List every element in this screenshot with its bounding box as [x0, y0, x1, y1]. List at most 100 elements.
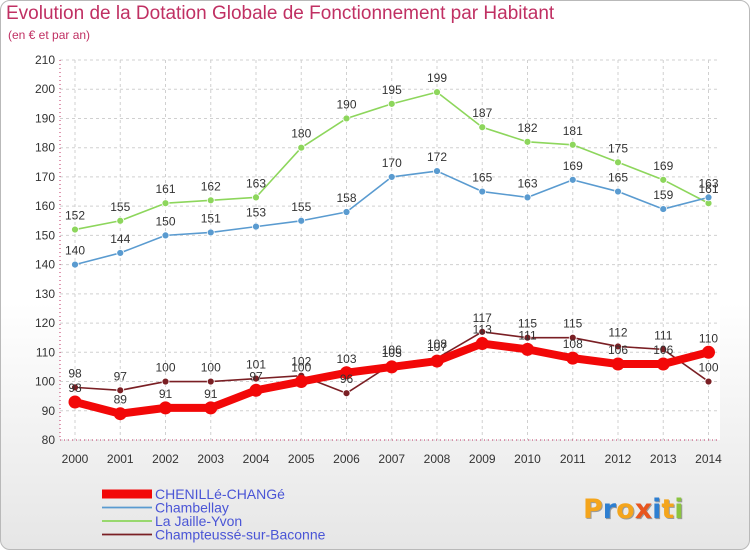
x-tick-label: 2001 — [107, 452, 134, 466]
data-label: 169 — [653, 159, 673, 173]
data-point — [71, 260, 79, 269]
x-tick-label: 2010 — [514, 452, 541, 466]
data-point — [206, 377, 215, 386]
data-point — [294, 375, 308, 389]
data-label: 152 — [65, 209, 85, 223]
data-point — [659, 175, 668, 184]
data-label: 175 — [608, 141, 628, 155]
data-label: 107 — [427, 340, 447, 354]
data-label: 100 — [201, 361, 221, 375]
data-point — [387, 173, 396, 181]
logo-letter: x — [634, 494, 653, 525]
x-tick-label: 2014 — [695, 452, 722, 466]
data-label: 151 — [201, 211, 221, 225]
data-point — [568, 175, 577, 184]
data-point — [71, 383, 79, 392]
data-point — [568, 140, 577, 149]
chart-subtitle: (en € et par an) — [8, 28, 91, 42]
data-point — [523, 137, 532, 146]
y-tick-label: 90 — [42, 404, 56, 418]
data-label: 182 — [517, 121, 537, 135]
data-point — [614, 158, 622, 167]
data-point — [433, 167, 441, 175]
series-la-jaille-yvon — [71, 88, 713, 234]
x-tick-label: 2012 — [605, 452, 632, 466]
data-point — [252, 374, 260, 383]
data-label: 163 — [698, 176, 718, 190]
data-point — [206, 196, 215, 205]
data-point — [475, 337, 489, 351]
data-label: 112 — [608, 325, 627, 339]
y-tick-label: 140 — [35, 258, 55, 272]
data-point — [204, 401, 218, 415]
logo-letter: r — [602, 494, 617, 525]
y-tick-label: 120 — [35, 316, 55, 330]
data-point — [568, 333, 577, 342]
y-tick-label: 80 — [42, 433, 56, 447]
data-point — [297, 143, 306, 152]
data-label: 169 — [563, 159, 583, 173]
data-label: 180 — [291, 127, 311, 141]
data-label: 93 — [68, 381, 82, 395]
data-point — [116, 386, 125, 395]
data-point — [430, 354, 444, 368]
data-point — [702, 345, 715, 359]
data-point — [566, 351, 580, 365]
logo-letter: P — [583, 494, 603, 525]
data-point — [387, 99, 396, 108]
data-label: 190 — [336, 97, 356, 111]
data-point — [523, 193, 532, 202]
data-label: 162 — [201, 179, 221, 193]
data-label: 96 — [340, 372, 354, 386]
data-label: 111 — [518, 328, 537, 342]
data-point — [340, 366, 353, 380]
data-label: 115 — [563, 317, 582, 331]
logo-letter: o — [616, 494, 635, 525]
data-label: 115 — [518, 317, 537, 331]
data-label: 165 — [472, 171, 492, 185]
logo-letter: i — [674, 494, 684, 525]
data-point — [68, 395, 82, 409]
data-label: 97 — [114, 369, 128, 383]
data-point — [433, 88, 441, 97]
data-point — [161, 377, 170, 386]
data-label: 199 — [427, 71, 447, 85]
y-tick-label: 150 — [35, 228, 55, 242]
x-tick-label: 2013 — [650, 452, 677, 466]
data-label: 117 — [473, 311, 492, 325]
data-point — [342, 389, 351, 398]
data-label: 150 — [155, 214, 175, 228]
data-label: 106 — [382, 343, 402, 357]
data-point — [249, 383, 263, 397]
data-label: 106 — [608, 343, 628, 357]
data-label: 106 — [653, 343, 673, 357]
data-label: 155 — [110, 200, 130, 214]
data-label: 161 — [155, 182, 175, 196]
y-tick-label: 130 — [35, 287, 55, 301]
data-label: 159 — [653, 188, 673, 202]
data-point — [71, 225, 79, 234]
data-point — [659, 205, 668, 213]
data-label: 103 — [336, 352, 356, 366]
data-label: 100 — [698, 361, 718, 375]
data-point — [206, 228, 215, 237]
data-label: 102 — [291, 355, 311, 369]
series-chenille-change — [68, 337, 715, 421]
x-tick-label: 2003 — [197, 452, 224, 466]
x-tick-label: 2009 — [469, 452, 496, 466]
data-label: 105 — [382, 346, 402, 360]
data-label: 155 — [291, 200, 311, 214]
data-label: 111 — [654, 328, 673, 342]
data-point — [161, 199, 170, 208]
y-tick-label: 100 — [35, 375, 55, 389]
plot-area — [60, 60, 720, 440]
data-point — [113, 407, 127, 421]
data-point — [116, 249, 125, 257]
data-point — [385, 360, 399, 374]
data-label: 89 — [114, 393, 128, 407]
data-point — [611, 357, 625, 371]
data-point — [252, 222, 260, 231]
data-label: 181 — [563, 124, 583, 138]
data-label: 161 — [698, 182, 718, 196]
